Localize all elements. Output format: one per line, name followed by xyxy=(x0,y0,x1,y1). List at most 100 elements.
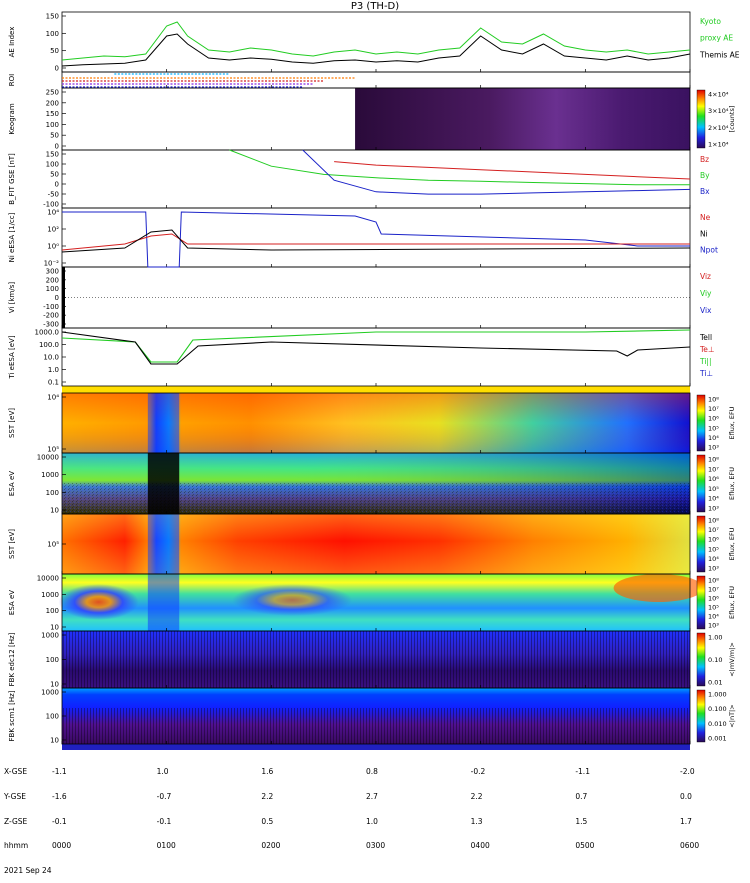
ytick-label-esa_e-0: 10000 xyxy=(37,454,59,462)
fbk-b-stripes xyxy=(62,708,690,744)
ytick-label-sst_i-0: 10⁵ xyxy=(47,541,59,549)
ytick-label-temp-0: 1000.0 xyxy=(35,329,60,337)
temp-tell-trace xyxy=(61,331,691,365)
colorbar-tick-fbk_b-0: 1.000 xyxy=(708,691,727,699)
series-line-3 xyxy=(229,149,690,186)
ytick-label-fbk_e-0: 1000 xyxy=(41,632,59,640)
legend-bfield-2: Bx xyxy=(700,187,710,196)
colorbar-label-fbk_b: <|nT|> xyxy=(728,704,736,727)
ytick-label-ae-2: 50 xyxy=(50,47,59,55)
ytick-label-velocity-4: -100 xyxy=(43,303,59,311)
panel-frame-density xyxy=(61,207,691,268)
ytick-label-fbk_e-1: 100 xyxy=(46,656,59,664)
footer-value: 0.8 xyxy=(366,767,378,777)
density-ni-trace xyxy=(61,229,691,253)
footer-row-hhmm: hhmm 0000 0100 0200 0300 0400 0500 0600 xyxy=(4,842,699,850)
footer-value: 1.0 xyxy=(156,767,169,777)
colorbar-tick-sst_i-3: 10⁵ xyxy=(708,545,719,553)
ytick-label-fbk_b-0: 1000 xyxy=(41,689,59,697)
legend-ae-0: Kyoto xyxy=(700,17,721,26)
colorbar-label-sst_e: Eflux, EFU xyxy=(728,406,736,439)
gap-3 xyxy=(147,574,180,631)
bottom-strip xyxy=(62,744,690,750)
ylabel-keogram: Keogram xyxy=(8,103,16,134)
plot-title: P3 (TH-D) xyxy=(350,1,400,12)
colorbar-tick-esa_e-5: 10³ xyxy=(708,505,719,513)
ytick-label-keogram-0: 250 xyxy=(46,89,59,97)
density-ne-trace xyxy=(61,233,690,251)
temp-ti-par-trace xyxy=(61,329,691,363)
footer-value: 0.0 xyxy=(680,792,692,802)
ytick-label-esa_i-0: 10000 xyxy=(37,575,59,583)
ylabel-esa_i: ESA eV xyxy=(8,590,16,615)
ytick-label-bfield-1: 100 xyxy=(46,161,59,169)
ytick-label-temp-2: 10.0 xyxy=(43,354,59,362)
colorbar-tick-esa_i-2: 10⁶ xyxy=(708,595,719,603)
ytick-label-esa_i-1: 1000 xyxy=(41,591,59,599)
panel-frame-temp xyxy=(61,327,691,387)
footer-value: -0.2 xyxy=(470,767,486,777)
colorbar-tick-sst_i-5: 10³ xyxy=(708,565,719,573)
legend-temp-1: Te⊥ xyxy=(699,345,714,354)
colorbar-tick-sst_e-0: 10⁸ xyxy=(708,396,719,404)
ytick-label-bfield-2: 50 xyxy=(50,171,59,179)
ytick-label-temp-1: 100.0 xyxy=(39,341,59,349)
legend-bfield-1: By xyxy=(700,171,710,180)
legend-temp-0: Tell xyxy=(699,333,712,342)
ylabel-sst_e: SST [eV] xyxy=(8,408,16,438)
ytick-label-sst_e-1: 10⁵ xyxy=(47,446,59,454)
footer-value: -0.1 xyxy=(156,816,172,826)
series-line-0 xyxy=(61,21,691,61)
footer-row-zgse: Z-GSE -0.1 -0.1 0.5 1.0 1.3 1.5 1.7 xyxy=(4,817,692,826)
series-line-2 xyxy=(334,161,691,180)
legend-density-2: Npot xyxy=(700,246,718,255)
ytick-label-velocity-3: 0 xyxy=(55,294,59,302)
ytick-label-velocity-0: 300 xyxy=(46,268,59,276)
footer-value: 0.5 xyxy=(261,816,274,826)
footer-value: -1.1 xyxy=(52,767,67,777)
colorbar-tick-keogram-2: 2×10⁴ xyxy=(708,124,729,132)
colorbar-tick-fbk_b-3: 0.001 xyxy=(708,735,727,743)
gap-2 xyxy=(147,514,180,574)
ytick-label-esa_e-2: 100 xyxy=(46,489,59,497)
esa-i-hotspot-2 xyxy=(232,584,353,616)
ytick-label-keogram-2: 150 xyxy=(46,110,59,118)
legend-ae-2: Themis AE xyxy=(699,50,740,59)
colorbar-keogram xyxy=(696,89,706,149)
ytick-label-esa_e-1: 1000 xyxy=(41,471,59,479)
colorbar-tick-esa_e-0: 10⁸ xyxy=(708,456,719,464)
ylabel-velocity: Vi [km/s] xyxy=(8,282,16,313)
colorbar-tick-sst_e-2: 10⁶ xyxy=(708,415,719,423)
series-line-4 xyxy=(302,149,691,195)
ytick-label-keogram-3: 100 xyxy=(46,121,59,129)
legend-velocity-2: Vix xyxy=(700,306,712,315)
ylabel-bfield: B_FIT GSE [nT] xyxy=(8,153,16,205)
ytick-label-bfield-5: -100 xyxy=(43,201,59,209)
footer-value: -2.0 xyxy=(680,767,695,777)
colorbar-label-sst_i: Eflux, EFU xyxy=(728,527,736,560)
ytick-label-esa_e-3: 10 xyxy=(50,507,59,515)
footer-value: 0300 xyxy=(366,841,386,851)
colorbar-tick-esa_i-4: 10⁴ xyxy=(708,613,719,621)
footer-value: 1.7 xyxy=(680,816,692,826)
footer-row-ygse: Y-GSE -1.6 -0.7 2.2 2.7 2.2 0.7 0.0 xyxy=(4,792,692,802)
colorbar-tick-sst_e-5: 10³ xyxy=(708,444,719,452)
ytick-label-density-3: 10⁻² xyxy=(44,260,60,268)
colorbar-fbk_e xyxy=(696,632,706,687)
colorbar-sst_i xyxy=(696,515,706,573)
esa-i-hotspot-1 xyxy=(58,584,139,620)
ylabel-fbk_e: FBK edc12 [Hz] xyxy=(8,632,16,686)
ytick-label-esa_i-3: 10 xyxy=(50,624,59,632)
colorbar-tick-esa_e-1: 10⁷ xyxy=(708,465,719,473)
ytick-label-esa_i-2: 100 xyxy=(46,607,59,615)
colorbar-label-esa_i: Eflux, EFU xyxy=(728,586,736,619)
colorbar-tick-sst_e-4: 10⁴ xyxy=(708,434,719,442)
colorbar-tick-esa_i-3: 10⁵ xyxy=(708,604,719,612)
footer-value: 2.7 xyxy=(366,792,378,802)
colorbar-tick-esa_e-2: 10⁶ xyxy=(708,475,719,483)
ytick-label-density-2: 10⁰ xyxy=(47,243,59,251)
colorbar-tick-keogram-0: 4×10⁴ xyxy=(708,91,729,99)
footer-row-label: Y-GSE xyxy=(4,792,26,802)
ytick-label-fbk_e-2: 10 xyxy=(50,681,59,689)
colorbar-tick-fbk_e-2: 0.01 xyxy=(708,679,722,687)
